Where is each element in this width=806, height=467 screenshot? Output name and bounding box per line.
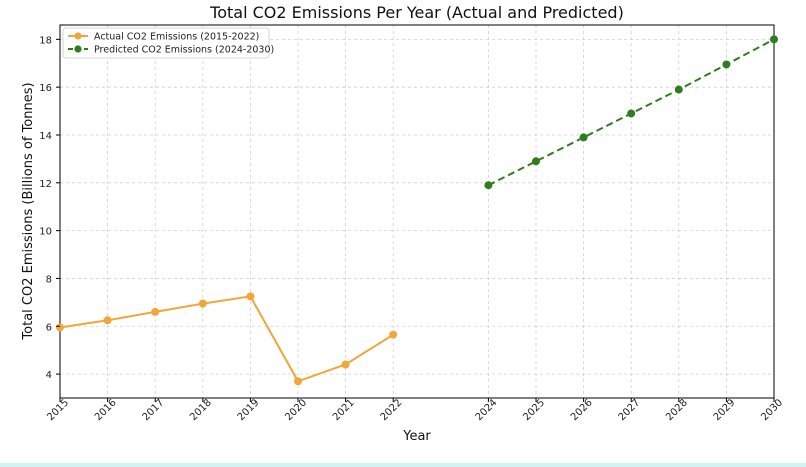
data-point-actual <box>341 360 350 369</box>
series-layer <box>56 35 778 386</box>
data-point-predicted <box>627 109 636 118</box>
y-tick-label: 10 <box>39 227 52 238</box>
data-point-predicted <box>722 60 731 69</box>
grid-lines <box>59 25 775 398</box>
data-point-actual <box>151 307 160 316</box>
data-point-actual <box>294 377 302 386</box>
y-tick-label: 16 <box>39 83 52 94</box>
y-tick-label: 18 <box>39 35 52 46</box>
y-tick-label: 14 <box>39 131 52 142</box>
data-point-actual <box>246 292 255 301</box>
plot-frame <box>59 24 775 399</box>
data-point-actual <box>103 316 112 325</box>
y-tick-label: 12 <box>39 179 52 190</box>
y-axis-label: Total CO2 Emissions (Billions of Tonnes) <box>21 82 36 340</box>
chart-title: Total CO2 Emissions Per Year (Actual and… <box>209 3 624 22</box>
y-axis-ticks: 4 6 8 10 12 14 16 18 <box>39 35 60 381</box>
data-point-predicted <box>484 181 493 190</box>
data-point-actual <box>389 330 398 339</box>
x-axis-label: Year <box>402 429 431 444</box>
legend-box <box>62 27 270 59</box>
legend-marker-1 <box>74 45 82 53</box>
bottom-border-strip <box>0 463 806 467</box>
y-tick-label: 6 <box>46 322 52 333</box>
data-point-actual <box>56 323 64 332</box>
y-tick-label: 4 <box>46 370 52 381</box>
series-line-actual <box>59 295 394 383</box>
data-point-predicted <box>770 35 778 44</box>
data-point-predicted <box>674 85 683 94</box>
data-point-actual <box>198 299 207 308</box>
legend-label-1: Predicted CO2 Emissions (2024-2030) <box>94 45 274 56</box>
legend-marker-0 <box>74 32 82 40</box>
data-point-predicted <box>579 133 588 142</box>
legend: Actual CO2 Emissions (2015-2022) Predicte… <box>62 27 274 59</box>
legend-label-0: Actual CO2 Emissions (2015-2022) <box>94 32 259 43</box>
y-tick-label: 8 <box>46 274 52 285</box>
data-point-predicted <box>532 157 540 166</box>
